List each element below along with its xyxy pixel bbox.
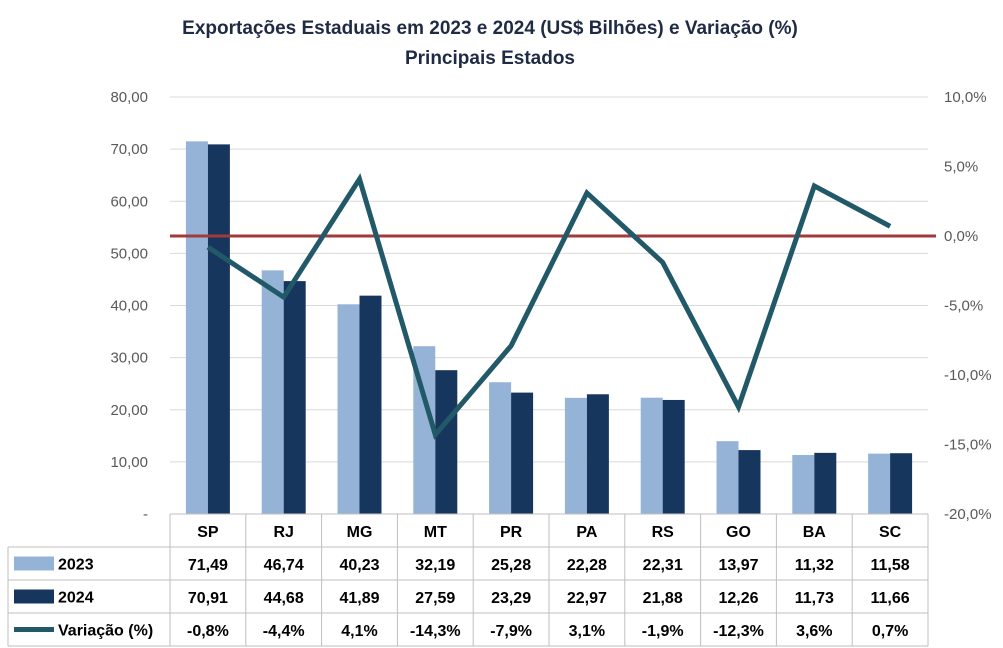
data-label: 23,29 — [491, 590, 531, 607]
category-label: MG — [347, 524, 373, 541]
bar-2024 — [890, 453, 913, 514]
category-label: SC — [879, 524, 902, 541]
data-label: 11,58 — [871, 557, 910, 574]
bar-2023 — [792, 454, 815, 514]
y-left-tick-label: 20,00 — [110, 402, 148, 419]
category-label: GO — [726, 524, 751, 541]
data-label: 25,28 — [491, 557, 531, 574]
variation-line-group — [206, 173, 892, 440]
data-label: -7,9% — [490, 623, 532, 640]
category-label: PA — [576, 524, 597, 541]
data-label: 22,28 — [567, 557, 607, 574]
chart-title: Exportações Estaduais em 2023 e 2024 (US… — [182, 18, 798, 39]
data-label: 12,26 — [718, 590, 758, 607]
data-label: 70,91 — [188, 590, 228, 607]
data-label: 0,7% — [872, 623, 908, 640]
legend-label: 2023 — [58, 557, 94, 574]
bar-2023 — [716, 441, 739, 514]
legend-label: Variação (%) — [58, 623, 153, 640]
bar-2023 — [640, 397, 663, 514]
legend-label: 2024 — [58, 590, 94, 607]
y-right-tick-label: 0,0% — [944, 228, 978, 245]
bar-2024 — [207, 144, 230, 514]
data-label: -1,9% — [642, 623, 684, 640]
y-left-tick-label: 50,00 — [110, 245, 148, 262]
category-label: PR — [500, 524, 523, 541]
chart-subtitle: Principais Estados — [405, 48, 575, 69]
y-left-tick-label: 40,00 — [110, 298, 148, 315]
data-label: 22,97 — [567, 590, 607, 607]
bars — [185, 141, 913, 514]
y-axis-left: - 10,00 20,00 30,00 40,00 50,00 60,00 70,00 80,0… — [110, 89, 148, 523]
bar-2024 — [511, 392, 534, 514]
category-label: SP — [197, 524, 219, 541]
data-label: 3,1% — [569, 623, 605, 640]
bar-2023 — [413, 346, 436, 514]
data-label: 11,32 — [795, 557, 834, 574]
data-label: 3,6% — [796, 623, 832, 640]
bar-2024 — [814, 452, 837, 514]
category-label: RS — [652, 524, 675, 541]
bar-2023 — [868, 453, 891, 514]
data-label: 32,19 — [415, 557, 455, 574]
bar-2024 — [738, 450, 761, 514]
variation-line — [206, 173, 892, 440]
data-label: -12,3% — [713, 623, 764, 640]
y-left-tick-label: - — [143, 506, 148, 523]
data-label: 11,66 — [871, 590, 910, 607]
category-label: RJ — [273, 524, 293, 541]
bar-2024 — [435, 370, 458, 514]
data-table: SP 71,49 70,91 -0,8% RJ 46,74 44,68 -4,4% MG 40,2… — [7, 513, 929, 647]
bar-2023 — [564, 397, 587, 514]
data-label: 11,73 — [795, 590, 834, 607]
data-label: -4,4% — [263, 623, 305, 640]
data-label: 44,68 — [264, 590, 304, 607]
category-label: BA — [803, 524, 827, 541]
y-right-tick-label: 10,0% — [944, 89, 987, 106]
bar-2023 — [489, 382, 512, 514]
data-label: 46,74 — [264, 557, 304, 574]
bar-2023 — [337, 304, 360, 514]
bar-2024 — [359, 295, 382, 514]
data-label: 41,89 — [339, 590, 379, 607]
y-left-tick-label: 70,00 — [110, 141, 148, 158]
y-right-tick-label: -20,0% — [944, 506, 992, 523]
data-label: 21,88 — [643, 590, 683, 607]
data-label: -0,8% — [187, 623, 229, 640]
data-label: 22,31 — [643, 557, 683, 574]
category-label: MT — [424, 524, 447, 541]
data-label: -14,3% — [410, 623, 461, 640]
y-right-tick-label: 5,0% — [944, 159, 978, 176]
y-left-tick-label: 80,00 — [110, 89, 148, 106]
data-label: 40,23 — [339, 557, 379, 574]
data-label: 27,59 — [415, 590, 455, 607]
y-right-tick-label: -15,0% — [944, 437, 992, 454]
bar-2024 — [283, 281, 306, 514]
legend-key-2023 — [14, 556, 54, 571]
bar-2023 — [261, 270, 284, 514]
data-label: 4,1% — [341, 623, 377, 640]
y-right-tick-label: -5,0% — [944, 298, 983, 315]
data-label: 71,49 — [188, 557, 228, 574]
data-label: 13,97 — [718, 557, 758, 574]
y-left-tick-label: 30,00 — [110, 350, 148, 367]
y-right-tick-label: -10,0% — [944, 367, 992, 384]
bar-2023 — [185, 141, 208, 514]
y-left-tick-label: 10,00 — [110, 454, 148, 471]
bar-2024 — [586, 394, 609, 514]
y-left-tick-label: 60,00 — [110, 193, 148, 210]
bar-2024 — [662, 399, 685, 514]
legend-key-2024 — [14, 589, 54, 604]
y-axis-right: -20,0% -15,0% -10,0% -5,0% 0,0% 5,0% 10,0% — [944, 89, 992, 523]
